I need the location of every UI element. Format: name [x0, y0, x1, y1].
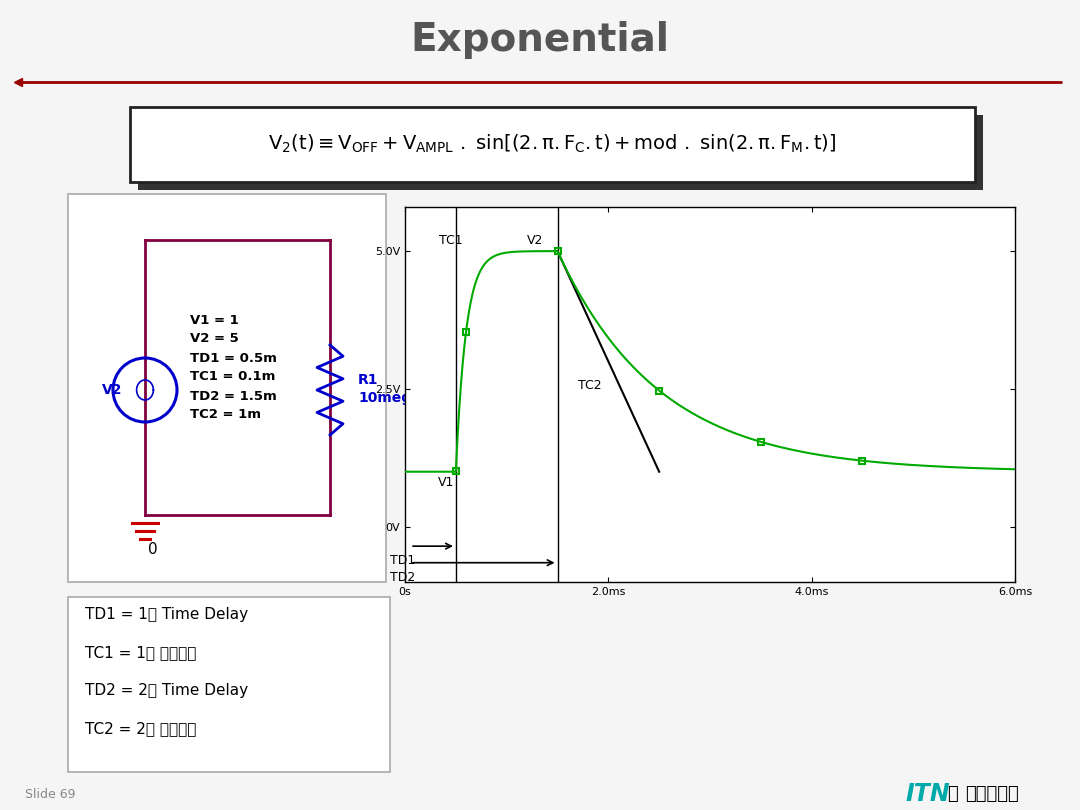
Bar — [138, 115, 983, 190]
Text: 10meg: 10meg — [357, 391, 411, 405]
Text: Ⓕ: Ⓕ — [947, 785, 958, 803]
Bar — [130, 107, 975, 182]
Text: TD2: TD2 — [390, 571, 415, 584]
Text: TC2: TC2 — [578, 379, 602, 392]
Text: R1: R1 — [357, 373, 378, 387]
Text: ITN: ITN — [905, 782, 949, 806]
Text: TC1 = 1차 온도계수: TC1 = 1차 온도계수 — [85, 646, 197, 660]
Bar — [68, 194, 386, 582]
Text: TD2 = 2차 Time Delay: TD2 = 2차 Time Delay — [85, 684, 248, 698]
Bar — [68, 597, 390, 772]
Text: V2: V2 — [102, 383, 122, 397]
Text: TC1 = 0.1m: TC1 = 0.1m — [190, 370, 275, 383]
Text: Slide 69: Slide 69 — [25, 787, 76, 800]
Text: TD1: TD1 — [390, 554, 415, 568]
Text: $\mathrm{V_2(t) \equiv V_{OFF} + V_{AMPL}\ .\ sin[(2.\pi.F_C.t) + mod\ .\ sin(2.: $\mathrm{V_2(t) \equiv V_{OFF} + V_{AMPL… — [268, 133, 836, 156]
Text: Exponential: Exponential — [410, 21, 670, 59]
Text: TD2 = 1.5m: TD2 = 1.5m — [190, 390, 276, 403]
Text: TC2 = 1m: TC2 = 1m — [190, 408, 261, 421]
Text: TD1 = 1차 Time Delay: TD1 = 1차 Time Delay — [85, 608, 248, 623]
Text: V1 = 1: V1 = 1 — [190, 313, 239, 326]
Text: ㎏아이티앤: ㎏아이티앤 — [966, 785, 1018, 803]
Text: V1: V1 — [437, 476, 454, 489]
Text: TC1: TC1 — [438, 235, 462, 248]
Text: 0: 0 — [148, 543, 158, 557]
Text: TD1 = 0.5m: TD1 = 0.5m — [190, 352, 276, 365]
Text: TC2 = 2차 온도계수: TC2 = 2차 온도계수 — [85, 722, 197, 736]
Text: V2 = 5: V2 = 5 — [190, 332, 239, 346]
Text: V2: V2 — [527, 235, 543, 248]
